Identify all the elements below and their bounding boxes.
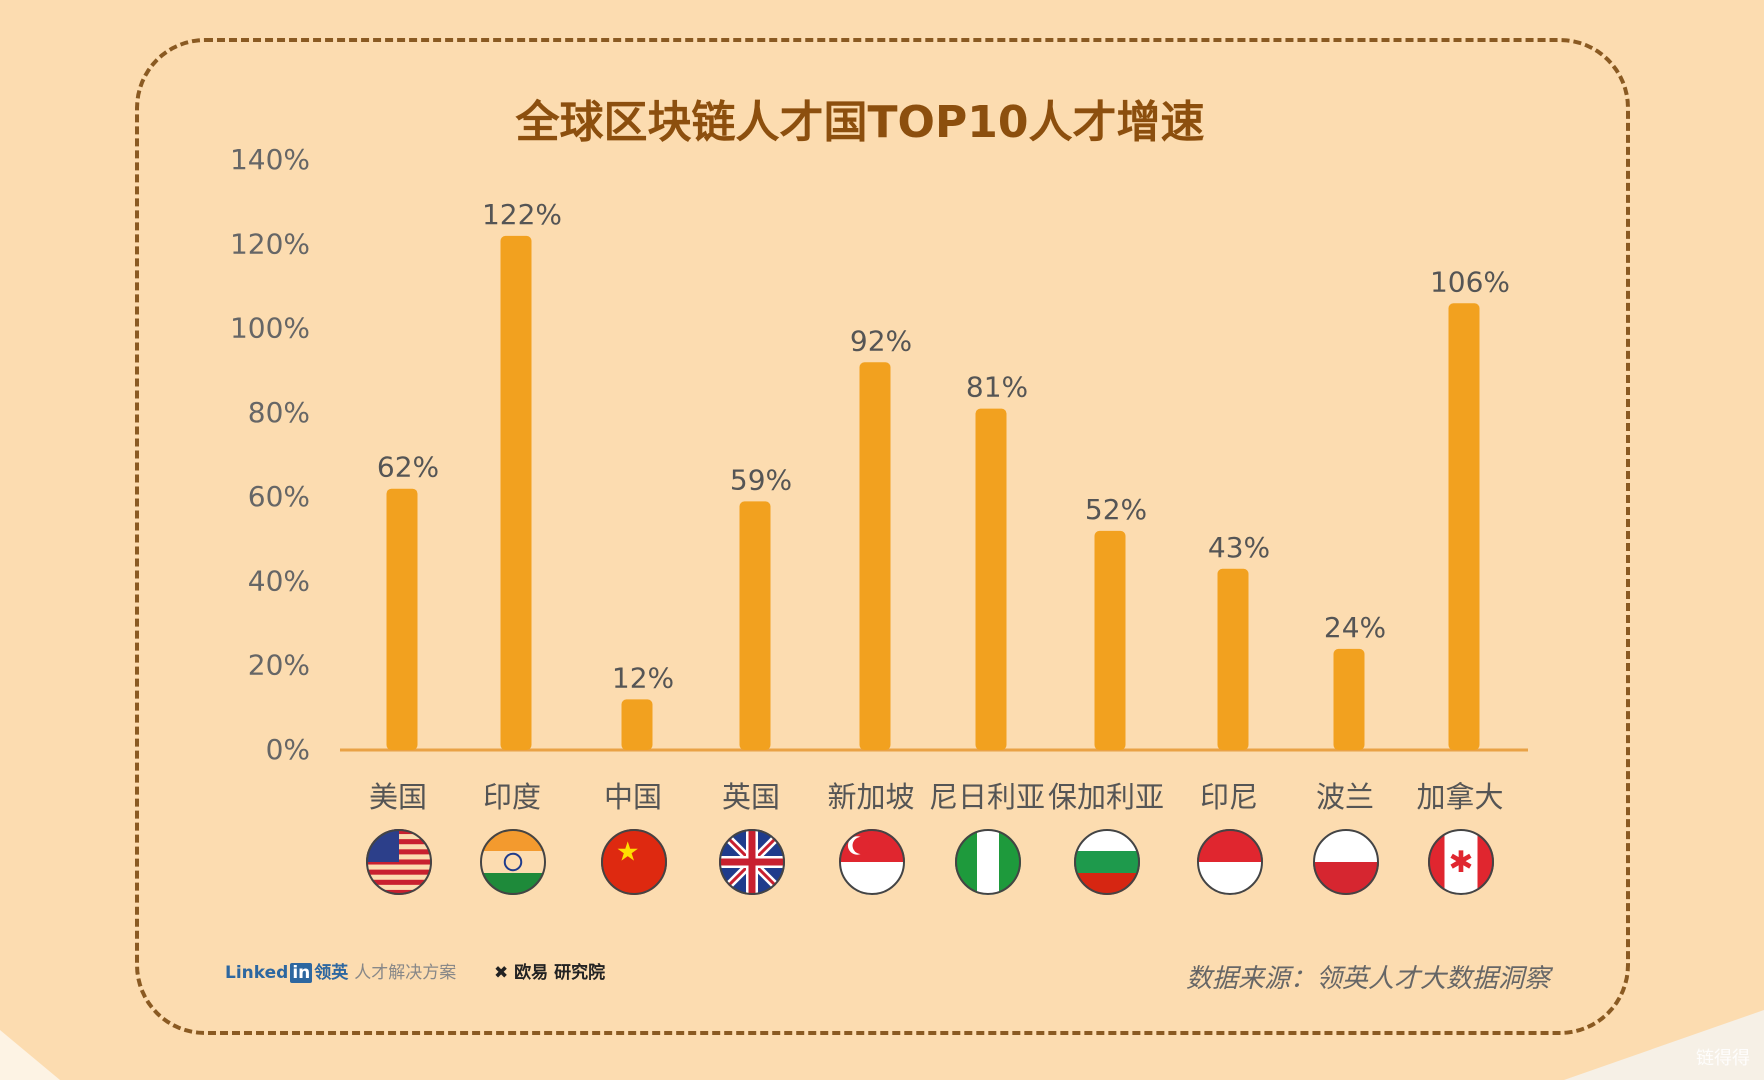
x-tick-label: 印度: [483, 780, 541, 814]
data-label: 122%: [482, 198, 562, 231]
y-tick-label: 100%: [230, 312, 310, 345]
flag-border: [1197, 829, 1263, 895]
y-tick-label: 40%: [248, 564, 310, 597]
x-tick-label: 中国: [604, 780, 662, 814]
linkedin-logo: Linked in 领英 人才解决方案: [225, 958, 456, 983]
x-tick-label: 印尼: [1200, 780, 1258, 814]
watermark: 链得得: [1696, 1048, 1750, 1069]
data-label: 52%: [1085, 493, 1147, 526]
bar: [1448, 303, 1480, 750]
flag-border: [480, 829, 546, 895]
data-label: 24%: [1324, 611, 1386, 644]
bar: [500, 235, 532, 750]
bar: [859, 362, 891, 750]
y-tick-label: 80%: [248, 396, 310, 429]
bar: [621, 699, 653, 750]
y-tick-label: 0%: [266, 733, 310, 766]
data-label: 92%: [850, 324, 912, 357]
flag-border: [839, 829, 905, 895]
flag-border: [1428, 829, 1494, 895]
x-tick-label: 保加利亚: [1048, 780, 1164, 814]
x-tick-label: 波兰: [1316, 780, 1374, 814]
y-tick-label: 20%: [248, 649, 310, 682]
data-label: 12%: [612, 661, 674, 694]
svg-text:✱: ✱: [1449, 845, 1474, 880]
bar: [386, 488, 418, 750]
data-source: 数据来源：领英人才大数据洞察: [1185, 964, 1550, 994]
y-tick-label: 140%: [230, 143, 310, 176]
bar: [1094, 530, 1126, 750]
flag-border: [601, 829, 667, 895]
flag-border: [366, 829, 432, 895]
linkedin-in: in: [290, 963, 313, 983]
linkedin-sub: 人才解决方案: [354, 963, 457, 983]
flag-border: [1074, 829, 1140, 895]
data-label: 59%: [730, 463, 792, 496]
bar: [1333, 648, 1365, 750]
chart-title: 全球区块链人才国TOP10人才增速: [515, 97, 1205, 148]
linkedin-cn: 领英: [314, 963, 349, 983]
bar: [1217, 568, 1249, 750]
okex-text: 欧易 研究院: [514, 963, 606, 983]
svg-text:★: ★: [616, 836, 640, 867]
data-label: 81%: [966, 371, 1028, 404]
x-tick-label: 美国: [369, 780, 427, 814]
corner-decoration: [0, 1030, 60, 1080]
y-tick-label: 60%: [248, 480, 310, 513]
flag-border: [1313, 829, 1379, 895]
x-tick-label: 英国: [722, 780, 780, 814]
x-tick-label: 尼日利亚: [929, 780, 1045, 814]
y-tick-label: 120%: [230, 227, 310, 260]
data-label: 106%: [1430, 265, 1510, 298]
flag-border: [955, 829, 1021, 895]
data-label: 43%: [1208, 531, 1270, 564]
linkedin-text: Linked: [225, 963, 289, 983]
okex-logo: ✖ 欧易 研究院: [494, 963, 606, 983]
flag-border: [719, 829, 785, 895]
x-tick-label: 加拿大: [1416, 780, 1503, 814]
bar: [975, 408, 1007, 750]
dashed-frame: [135, 38, 1630, 1035]
x-tick-label: 新加坡: [827, 780, 914, 814]
data-label: 62%: [377, 451, 439, 484]
bar: [739, 501, 771, 750]
